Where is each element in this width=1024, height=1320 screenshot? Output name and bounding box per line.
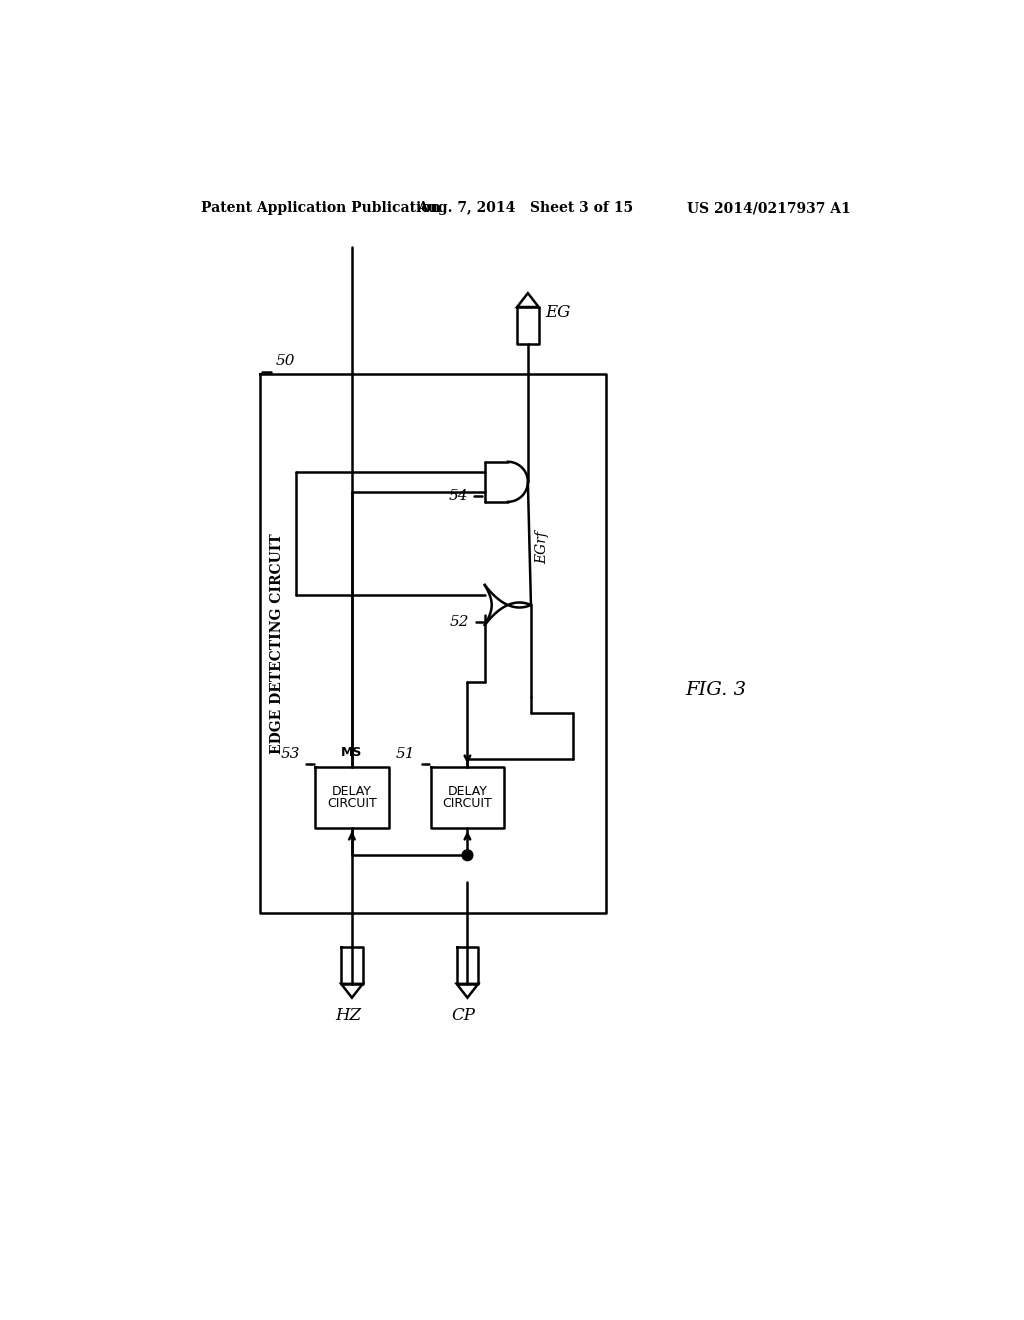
Text: Patent Application Publication: Patent Application Publication [202,202,441,215]
Text: FIG. 3: FIG. 3 [685,681,746,698]
Text: CIRCUIT: CIRCUIT [327,797,377,810]
Text: 54: 54 [449,488,468,503]
Text: EDGE DETECTING CIRCUIT: EDGE DETECTING CIRCUIT [270,533,284,754]
Text: 52: 52 [450,615,469,628]
Text: DELAY: DELAY [447,785,487,797]
Text: Aug. 7, 2014   Sheet 3 of 15: Aug. 7, 2014 Sheet 3 of 15 [417,202,633,215]
Text: EGrf: EGrf [536,531,550,564]
Text: CP: CP [452,1007,475,1024]
Polygon shape [517,293,539,308]
Text: EG: EG [545,304,570,321]
Polygon shape [457,983,478,998]
Polygon shape [341,983,362,998]
Text: MS: MS [341,746,362,759]
Text: CIRCUIT: CIRCUIT [442,797,493,810]
Circle shape [462,850,473,861]
Text: 53: 53 [281,747,300,760]
Text: 51: 51 [396,747,416,760]
Text: 50: 50 [275,354,295,368]
Text: US 2014/0217937 A1: US 2014/0217937 A1 [687,202,851,215]
Text: DELAY: DELAY [332,785,372,797]
Text: HZ: HZ [335,1007,361,1024]
